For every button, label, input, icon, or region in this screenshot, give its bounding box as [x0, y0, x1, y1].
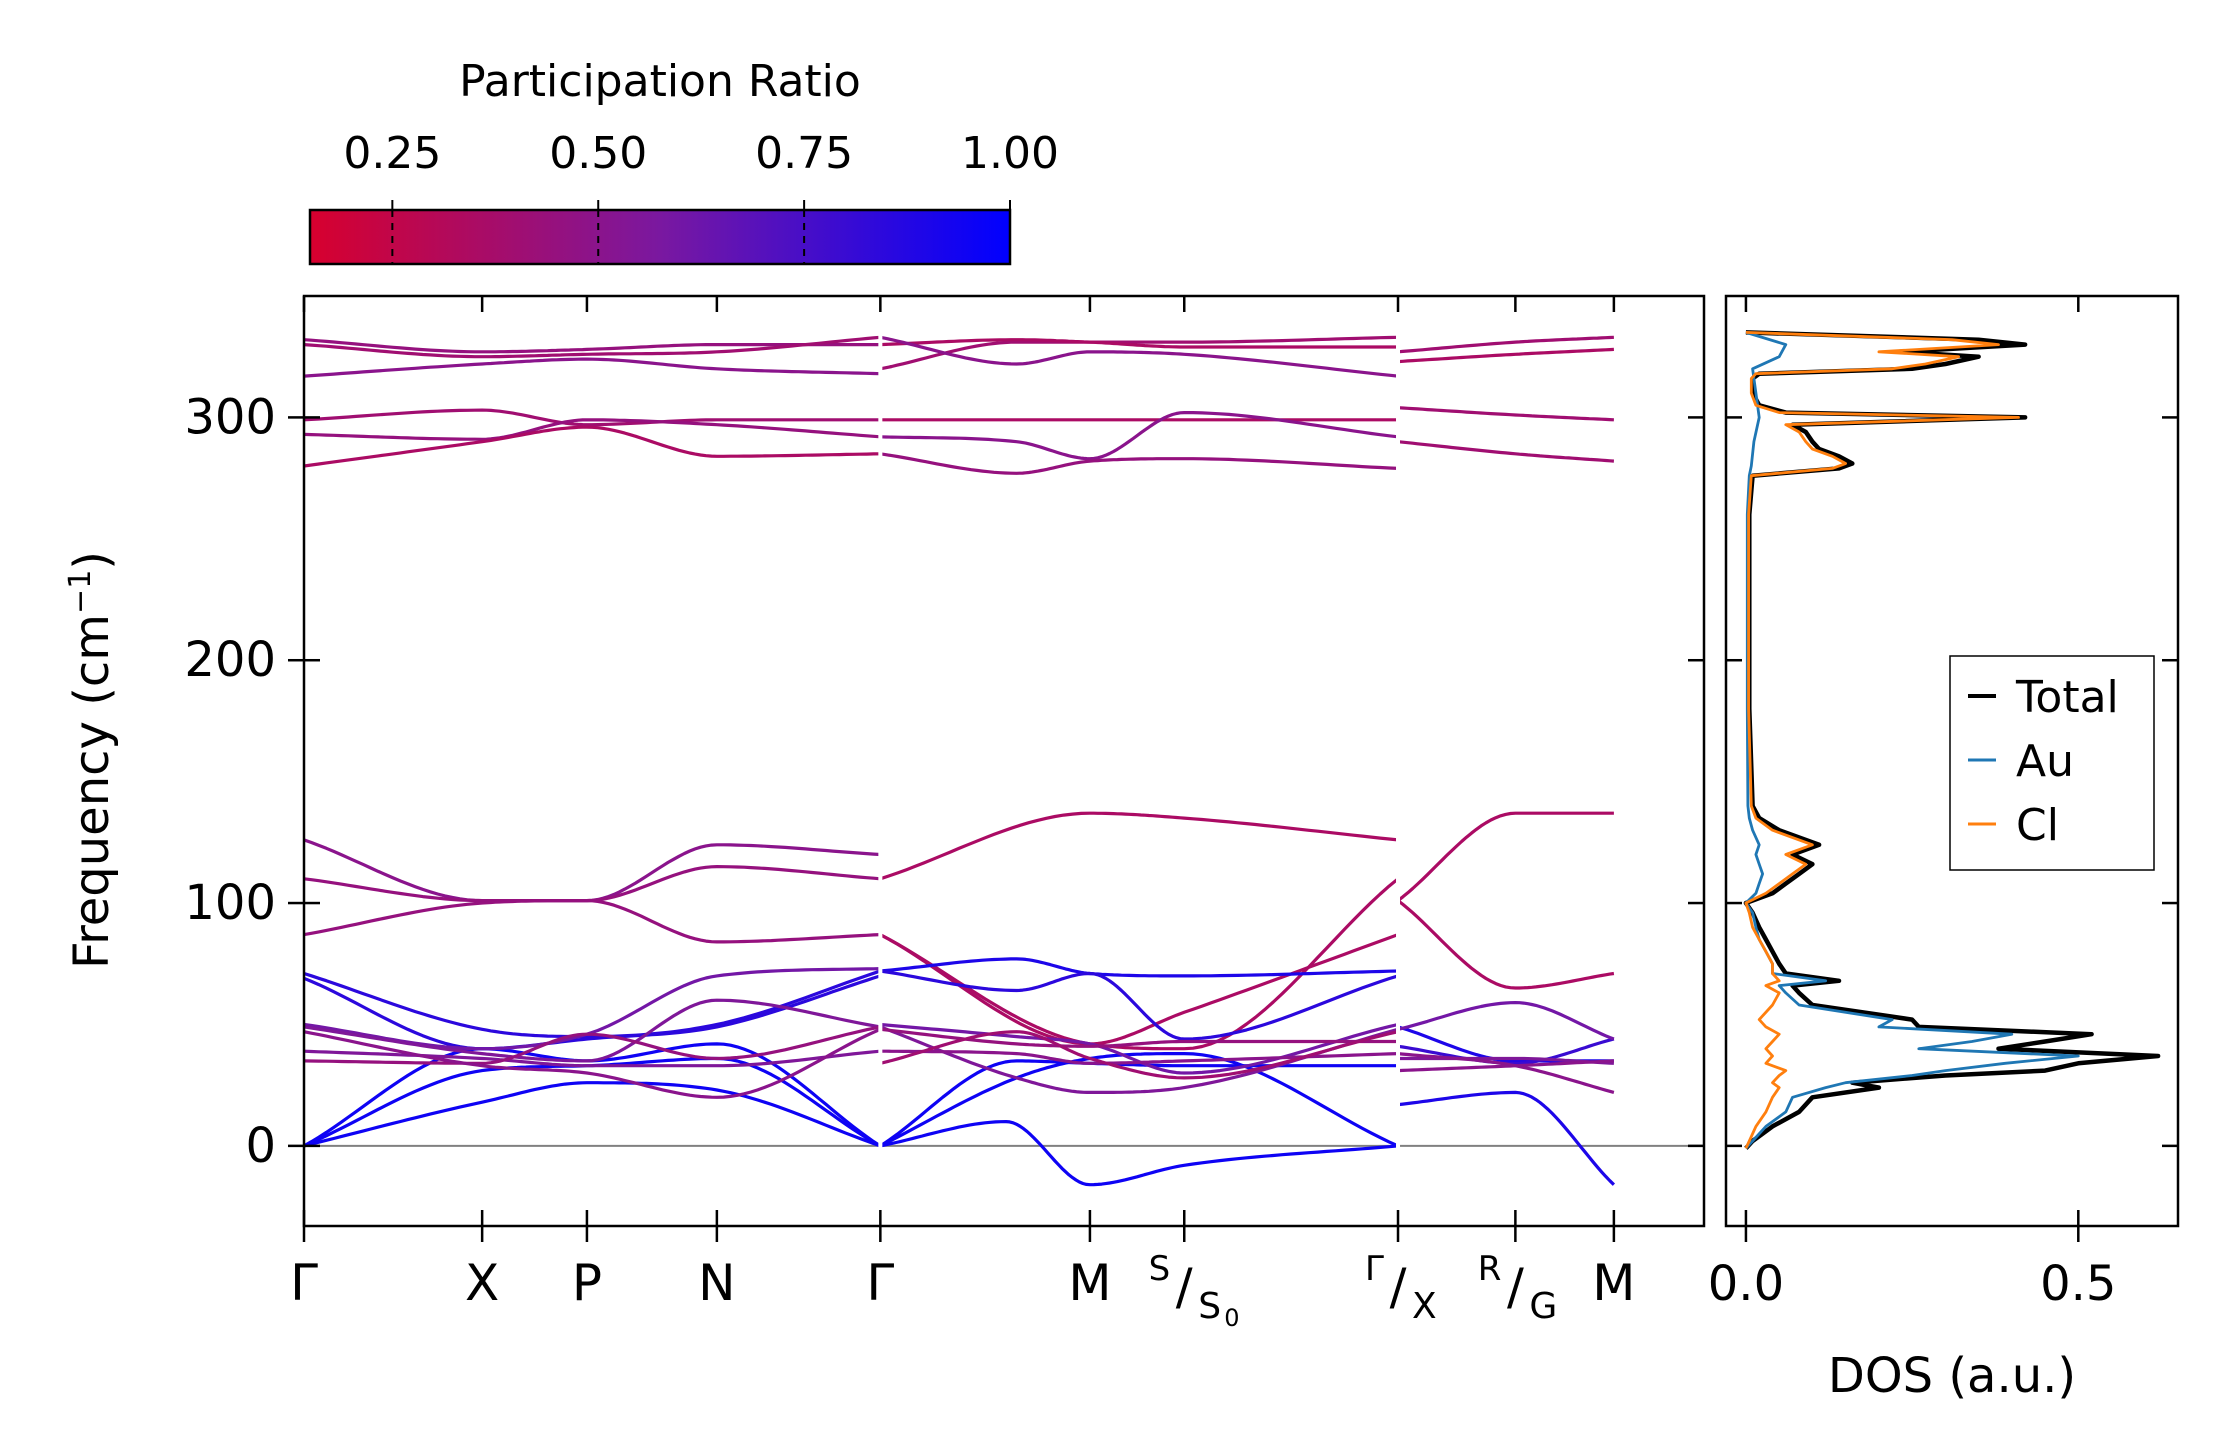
kpoint-label-to: G [1529, 1286, 1557, 1327]
legend-frame [1949, 655, 2155, 871]
dos-curves [1743, 330, 2161, 1150]
band-opt-3 [304, 357, 881, 378]
kpoint-label-slash: / [1507, 1258, 1524, 1316]
band-opt-11 [880, 411, 1399, 461]
kpoint-label: Γ [290, 1254, 318, 1312]
band-gm-4 [879, 1025, 1399, 1094]
band-opt-13 [1397, 335, 1614, 354]
band-gm-ac-1 [879, 1120, 1399, 1187]
legend-label-total: Total [2015, 672, 2119, 723]
band-mid-4 [879, 811, 1399, 881]
frequency-axis-label-exponent: −1 [63, 570, 98, 614]
dos-plot-frame [1724, 294, 2180, 1228]
dos-curve-cl [1744, 331, 2020, 1149]
band-gm-2 [880, 969, 1399, 1041]
kpoint-label: Γ [866, 1254, 894, 1312]
band-xm-ac-1 [1397, 1090, 1616, 1186]
band-gm-3 [880, 1022, 1399, 1075]
colorbar-ticks [391, 200, 1011, 264]
band-opt-8 [880, 338, 1398, 349]
kpoint-label: M [1068, 1254, 1111, 1312]
band-gm-5 [880, 1027, 1398, 1048]
dos-axis-ticks: 0.0 0.5 [1708, 296, 2116, 1312]
kpoint-label: P [572, 1254, 602, 1312]
frequency-axis-label-close: ) [64, 551, 120, 570]
colorbar-tick-label: 1.00 [961, 128, 1059, 179]
band-gm-7 [879, 1030, 1399, 1080]
band-opt-1 [304, 338, 881, 354]
colorbar-tick-labels: 0.25 0.50 0.75 1.00 [343, 128, 1059, 179]
dos-panel: 0.0 0.5 DOS (a.u.) Total Au Cl [1708, 294, 2180, 1404]
colorbar-tick-label: 0.25 [343, 128, 441, 179]
kpoint-label: M [1592, 1254, 1635, 1312]
kpoint-label-from: R [1478, 1249, 1502, 1289]
legend-label-cl: Cl [2016, 800, 2059, 851]
dos-tick-label: 0.5 [2040, 1256, 2116, 1312]
frequency-axis-ticks: 0 100 200 300 [184, 389, 1704, 1174]
band-mid-5 [879, 877, 1400, 1051]
band-mid-2 [304, 865, 881, 903]
band-opt-2 [304, 335, 881, 359]
band-opt-14 [1397, 347, 1614, 364]
dos-tick-label: 0.0 [1708, 1256, 1784, 1312]
frequency-tick-label: 100 [184, 875, 276, 931]
band-opt-15 [1397, 406, 1614, 422]
kpoint-label-to-subscript: 0 [1224, 1304, 1239, 1332]
band-low-6 [304, 1025, 881, 1065]
band-xm-6 [1397, 1052, 1615, 1094]
band-opt-16 [1397, 440, 1615, 463]
band-mid-3 [304, 899, 881, 944]
frequency-axis-label-main: Frequency (cm [64, 614, 120, 969]
dos-axis-label: DOS (a.u.) [1828, 1348, 2076, 1404]
band-opt-5 [304, 418, 881, 441]
band-mid-7 [1397, 811, 1614, 902]
colorbar-tick-label: 0.50 [549, 128, 647, 179]
colorbar-label: Participation Ratio [459, 56, 861, 107]
band-xm-2 [1397, 1037, 1615, 1065]
kpoint-label-slash: / [1176, 1258, 1193, 1316]
kpoint-label: N [698, 1254, 735, 1312]
colorbar-gradient [308, 208, 1012, 266]
band-opt-6 [304, 425, 881, 468]
frequency-tick-label: 200 [184, 632, 276, 688]
kpoint-label-to: S [1198, 1286, 1221, 1327]
kpoint-label-from: S [1149, 1249, 1171, 1289]
frequency-tick-label: 300 [184, 389, 276, 445]
frequency-tick-label: 0 [245, 1118, 276, 1174]
kpoint-label-slash: / [1390, 1258, 1407, 1316]
k-path-breaks [878, 296, 1401, 1226]
band-ac-2 [304, 1056, 882, 1148]
band-mid-8 [1397, 899, 1615, 990]
phonon-bands [304, 335, 1616, 1187]
colorbar: Participation Ratio 0.25 0.50 0.75 1.00 [308, 56, 1059, 266]
kpoint-axis-ticks: Γ X P N Γ M S / S 0Γ / XR / G M [290, 296, 1635, 1332]
band-gm-ac-3 [879, 1052, 1399, 1148]
dos-frequency-ticks [1726, 416, 2178, 1148]
band-opt-4 [304, 408, 881, 427]
colorbar-tick-label: 0.75 [755, 128, 853, 179]
band-low-4 [304, 998, 881, 1063]
legend: Total Au Cl [1949, 655, 2155, 871]
kpoint-label-to: X [1412, 1286, 1437, 1327]
kpoint-label: X [465, 1254, 499, 1312]
legend-label-au: Au [2016, 736, 2074, 787]
band-low-2 [304, 974, 881, 1051]
frequency-axis-label: Frequency (cm−1) [63, 551, 120, 969]
band-low-1 [304, 969, 881, 1039]
band-low-7 [304, 1027, 881, 1099]
band-plot-frame [302, 294, 1706, 1228]
band-opt-9 [879, 335, 1399, 378]
kpoint-label-from: Γ [1365, 1249, 1384, 1289]
band-ac-1 [304, 1081, 881, 1148]
band-gm-6 [880, 1049, 1399, 1065]
band-xm-3 [1397, 1001, 1615, 1041]
band-opt-12 [880, 452, 1399, 475]
band-mid-6 [879, 933, 1399, 1046]
